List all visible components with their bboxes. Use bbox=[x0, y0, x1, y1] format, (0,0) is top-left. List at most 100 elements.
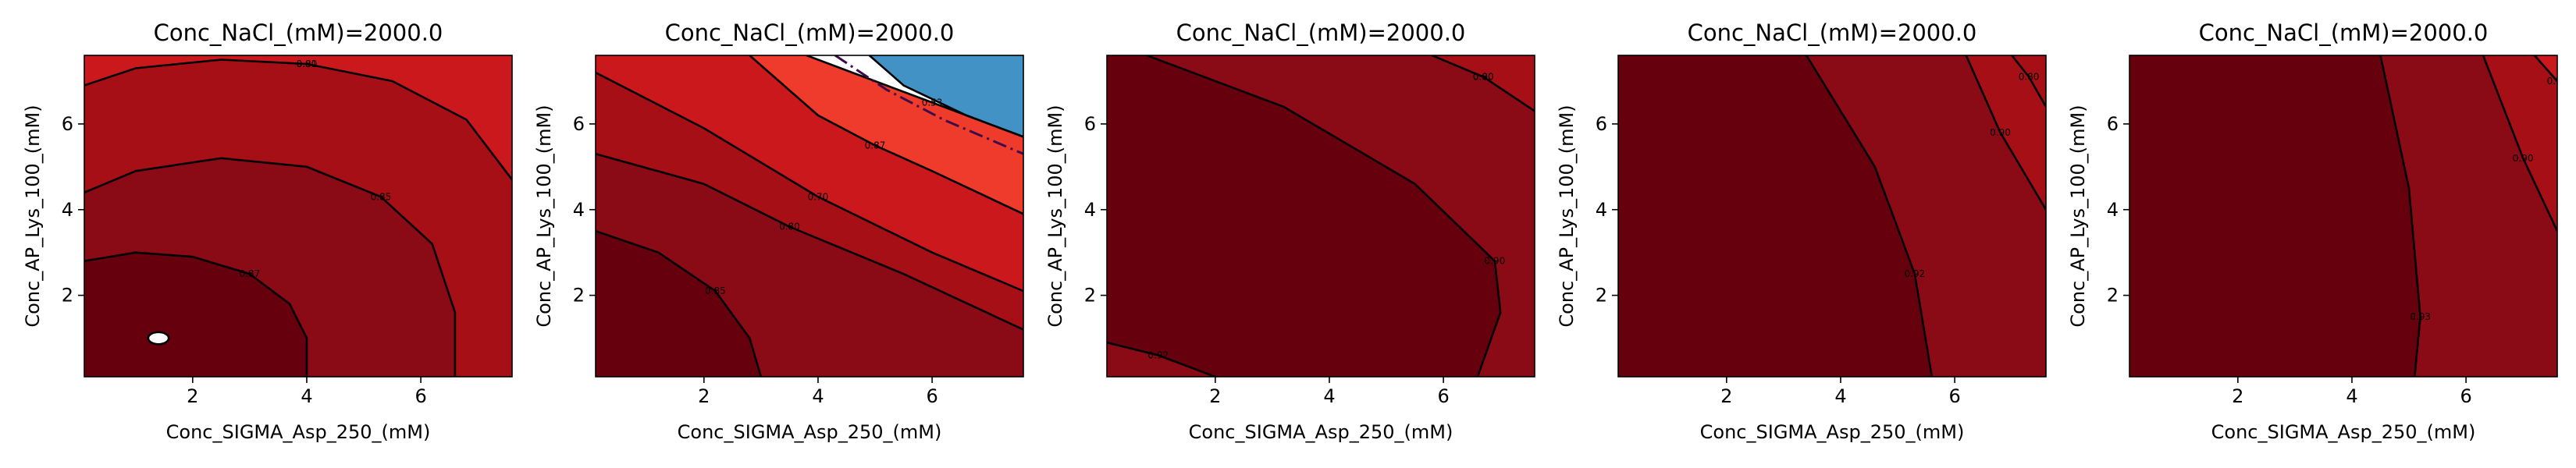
y-axis-label: Conc_AP_Lys_100_(mM) bbox=[1556, 105, 1578, 327]
y-tick-label: 6 bbox=[2107, 113, 2119, 135]
contour-line-0 bbox=[1805, 55, 1934, 377]
x-axis-label: Conc_SIGMA_Asp_250_(mM) bbox=[1700, 421, 1965, 443]
y-tick-label: 6 bbox=[1596, 113, 1607, 135]
panel-title: Conc_NaCl_(mM)=2000.0 bbox=[665, 20, 955, 46]
y-tick-label: 4 bbox=[62, 199, 73, 221]
contour-line-1 bbox=[84, 157, 457, 377]
contour-region-2 bbox=[2483, 55, 2557, 232]
y-tick-label: 2 bbox=[1084, 285, 1096, 307]
axes-frame bbox=[84, 55, 513, 378]
x-tick-label: 2 bbox=[187, 385, 198, 407]
contour-label: 0.70 bbox=[808, 191, 829, 202]
contour-line-0 bbox=[2379, 55, 2421, 377]
y-tick-label: 4 bbox=[1596, 199, 1607, 221]
contour-line-2 bbox=[84, 251, 308, 377]
contour-label: 0.90 bbox=[1484, 256, 1505, 267]
contour-label: 0.85 bbox=[705, 285, 726, 296]
contour-label: 0.87 bbox=[240, 268, 261, 279]
contour-label: 0.90 bbox=[1473, 71, 1494, 82]
contour-line-0 bbox=[1431, 55, 1535, 112]
contour-label: 0.80 bbox=[779, 222, 800, 232]
contour-label: 0.92 bbox=[1147, 350, 1169, 361]
y-tick-label: 2 bbox=[2107, 285, 2119, 307]
plot-area: 0.800.900.920.90 bbox=[1107, 55, 1535, 377]
x-tick-label: 2 bbox=[698, 385, 710, 407]
x-tick-label: 2 bbox=[2232, 385, 2243, 407]
contour-line-0 bbox=[84, 58, 512, 181]
y-axis-label: Conc_AP_Lys_100_(mM) bbox=[22, 105, 44, 327]
panel-title: Conc_NaCl_(mM)=2000.0 bbox=[1176, 20, 1466, 46]
contour-label: 0.87 bbox=[865, 140, 886, 151]
y-tick-label: 2 bbox=[573, 285, 585, 307]
contour-label: 0.91 bbox=[297, 58, 318, 69]
x-tick-label: 4 bbox=[1834, 385, 1846, 407]
contour-region-6 bbox=[596, 231, 761, 377]
contour-region-1 bbox=[1806, 55, 2046, 377]
x-tick-label: 6 bbox=[415, 385, 426, 407]
x-tick-label: 6 bbox=[926, 385, 938, 407]
y-tick-label: 6 bbox=[62, 113, 73, 135]
contour-label: 0.80 bbox=[297, 58, 318, 69]
contour-line-2 bbox=[2011, 55, 2046, 108]
contour-label: 0.93 bbox=[2410, 311, 2431, 322]
contour-label: 0.90 bbox=[2513, 153, 2534, 164]
plot-area: 0.93 0.90 0.80 bbox=[2129, 55, 2568, 377]
contour-panel-1: 0.80 0.85 0.87 0.91 2 4 6 2 4 6 Conc_NaCl_(mM)=200… bbox=[22, 20, 513, 443]
contour-region-2 bbox=[1966, 55, 2046, 210]
y-tick-label: 2 bbox=[62, 285, 73, 307]
y-tick-label: 4 bbox=[2107, 199, 2119, 221]
panel-title: Conc_NaCl_(mM)=2000.0 bbox=[2199, 20, 2489, 46]
contour-region-3 bbox=[84, 252, 307, 377]
contour-label: 0.80 bbox=[2019, 71, 2040, 82]
panel-title: Conc_NaCl_(mM)=2000.0 bbox=[154, 20, 443, 46]
y-tick-label: 2 bbox=[1596, 285, 1607, 307]
contour-line-0 bbox=[596, 71, 1023, 292]
contour-label: 0.90 bbox=[1990, 127, 2011, 138]
contour-line-2 bbox=[596, 229, 763, 377]
axes-frame bbox=[595, 55, 1024, 378]
plot-area: 0.80 0.85 0.87 0.91 bbox=[84, 55, 512, 377]
contour-line-1 bbox=[596, 153, 1023, 331]
contour-line-6 bbox=[834, 55, 1023, 155]
contour-island-0 bbox=[147, 331, 170, 346]
contour-label: 0.85 bbox=[371, 191, 392, 202]
axes-frame bbox=[1106, 55, 1535, 378]
contour-region-2 bbox=[1107, 55, 1501, 377]
contour-panel-5: 0.93 0.90 0.80 2 4 6 2 4 6 Conc_NaCl_(mM)=2000.0 C… bbox=[2067, 20, 2568, 443]
x-axis-label: Conc_SIGMA_Asp_250_(mM) bbox=[166, 421, 431, 443]
contour-label: 0.53 bbox=[922, 97, 943, 108]
panel-title: Conc_NaCl_(mM)=2000.0 bbox=[1688, 20, 1977, 46]
x-tick-label: 4 bbox=[812, 385, 824, 407]
y-tick-label: 4 bbox=[573, 199, 585, 221]
plot-area: 0.92 0.90 0.80 bbox=[1618, 55, 2046, 377]
contour-line-5 bbox=[868, 55, 1023, 138]
contour-line-1 bbox=[1146, 55, 1502, 377]
x-tick-label: 4 bbox=[301, 385, 312, 407]
contour-region-1 bbox=[2380, 55, 2557, 377]
x-axis-label: Conc_SIGMA_Asp_250_(mM) bbox=[1189, 421, 1453, 443]
contour-line-1 bbox=[2482, 55, 2557, 232]
plot-area: 0.70 0.80 0.85 0.87 0.53 bbox=[596, 55, 1023, 377]
contour-panel-2: 0.70 0.80 0.85 0.87 0.53 2 4 6 2 4 6 Conc_NaCl_(mM)… bbox=[533, 20, 1024, 443]
y-tick-label: 6 bbox=[573, 113, 585, 135]
contour-line-1 bbox=[1965, 55, 2046, 211]
contour-region-1 bbox=[1432, 55, 1535, 112]
contour-line-2 bbox=[2533, 55, 2557, 82]
y-axis-label: Conc_AP_Lys_100_(mM) bbox=[2067, 105, 2089, 327]
contour-label: 0.80 bbox=[2547, 76, 2568, 87]
x-axis-label: Conc_SIGMA_Asp_250_(mM) bbox=[678, 421, 942, 443]
axes-frame bbox=[1617, 55, 2047, 378]
contour-label: 0.80 bbox=[1473, 71, 1494, 82]
y-axis-label: Conc_AP_Lys_100_(mM) bbox=[533, 105, 555, 327]
contour-panel-4: 0.92 0.90 0.80 2 4 6 2 4 6 Conc_NaCl_(mM)=2000.0 C… bbox=[1556, 20, 2047, 443]
contour-panel-3: 0.800.900.920.902 4 6246Conc_NaCl_(mM)=200… bbox=[1044, 20, 1535, 443]
y-tick-label: 6 bbox=[1084, 113, 1096, 135]
contour-line-3 bbox=[749, 55, 1023, 215]
x-axis-label: Conc_SIGMA_Asp_250_(mM) bbox=[2211, 421, 2476, 443]
x-tick-label: 6 bbox=[1437, 385, 1449, 407]
x-tick-label: 6 bbox=[1948, 385, 1960, 407]
x-tick-label: 2 bbox=[1720, 385, 1732, 407]
x-tick-label: 4 bbox=[1323, 385, 1335, 407]
x-tick-label: 2 bbox=[1209, 385, 1221, 407]
